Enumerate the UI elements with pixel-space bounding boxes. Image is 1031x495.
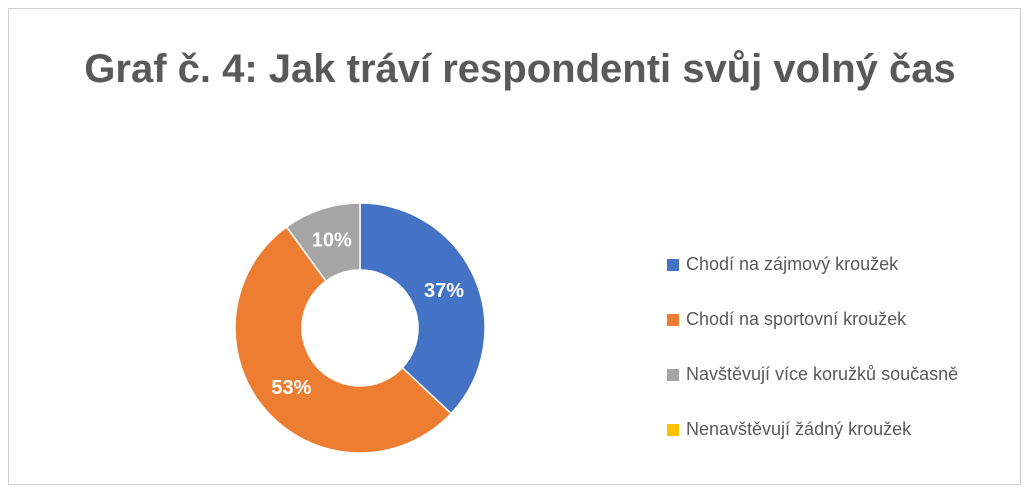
- legend-swatch: [667, 369, 679, 381]
- chart-title: Graf č. 4: Jak tráví respondenti svůj vo…: [84, 47, 956, 91]
- data-label: 37%: [424, 280, 464, 302]
- legend-swatch: [667, 424, 679, 436]
- legend-swatch: [667, 314, 679, 326]
- legend-label: Navštěvují více koružků současně: [686, 364, 958, 384]
- legend-label: Chodí na sportovní kroužek: [686, 309, 907, 329]
- legend-swatch: [667, 259, 679, 271]
- data-label: 53%: [271, 377, 311, 399]
- donut-segment: [234, 225, 453, 454]
- chart-border: [8, 8, 1021, 485]
- data-label: 10%: [312, 229, 352, 251]
- legend-label: Nenavštěvují žádný kroužek: [686, 419, 912, 439]
- legend-label: Chodí na zájmový kroužek: [686, 254, 899, 274]
- donut-segment: [285, 202, 361, 283]
- donut-segment: [359, 202, 486, 415]
